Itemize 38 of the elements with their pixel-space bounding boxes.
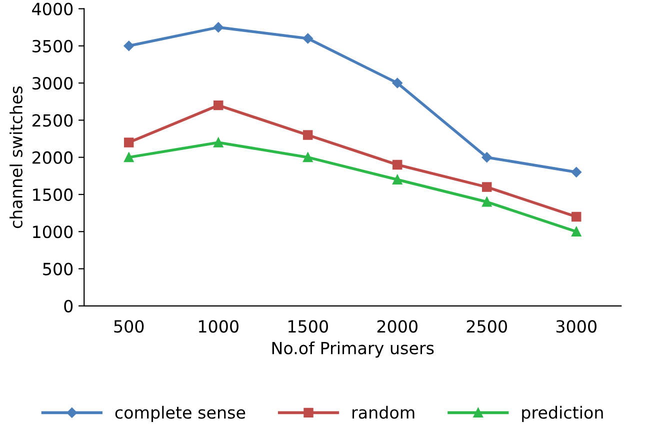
- point: [214, 100, 224, 110]
- point: [482, 197, 492, 207]
- point: [303, 152, 313, 162]
- point: [124, 152, 134, 162]
- point: [214, 138, 224, 148]
- y-axis-title: channel switches: [10, 86, 22, 228]
- y-tick-label: 500: [43, 262, 73, 276]
- x-tick-label: 500: [114, 320, 144, 333]
- legend-label: complete sense: [115, 406, 246, 422]
- point: [303, 130, 313, 140]
- x-tick-label: 2500: [466, 320, 507, 333]
- point: [124, 138, 134, 148]
- y-tick-label: 1000: [33, 226, 73, 238]
- x-tick-label: 3000: [556, 320, 596, 333]
- y-tick-label: 2000: [32, 151, 73, 164]
- point: [124, 40, 134, 51]
- x-tick-label: 2000: [377, 320, 418, 333]
- point: [213, 22, 224, 32]
- point: [572, 212, 582, 222]
- point: [572, 226, 582, 236]
- legend-label: prediction: [522, 406, 603, 422]
- y-tick-label: 1500: [33, 188, 73, 202]
- x-tick-label: 1500: [288, 320, 328, 333]
- x-tick-label: 1000: [198, 320, 238, 333]
- point: [302, 33, 313, 44]
- y-tick-label: 2500: [32, 114, 73, 127]
- y-tick-label: 4000: [32, 2, 73, 16]
- point: [392, 78, 402, 88]
- point: [571, 167, 582, 178]
- point: [482, 182, 492, 192]
- y-tick-label: 3000: [32, 76, 73, 90]
- y-tick-label: 3500: [32, 40, 73, 52]
- y-tick-label: 0: [64, 300, 73, 312]
- x-axis-title: No.of Primary users: [272, 341, 434, 358]
- legend-label: random: [352, 406, 414, 419]
- point: [392, 174, 402, 184]
- point: [482, 152, 492, 162]
- point: [392, 160, 402, 170]
